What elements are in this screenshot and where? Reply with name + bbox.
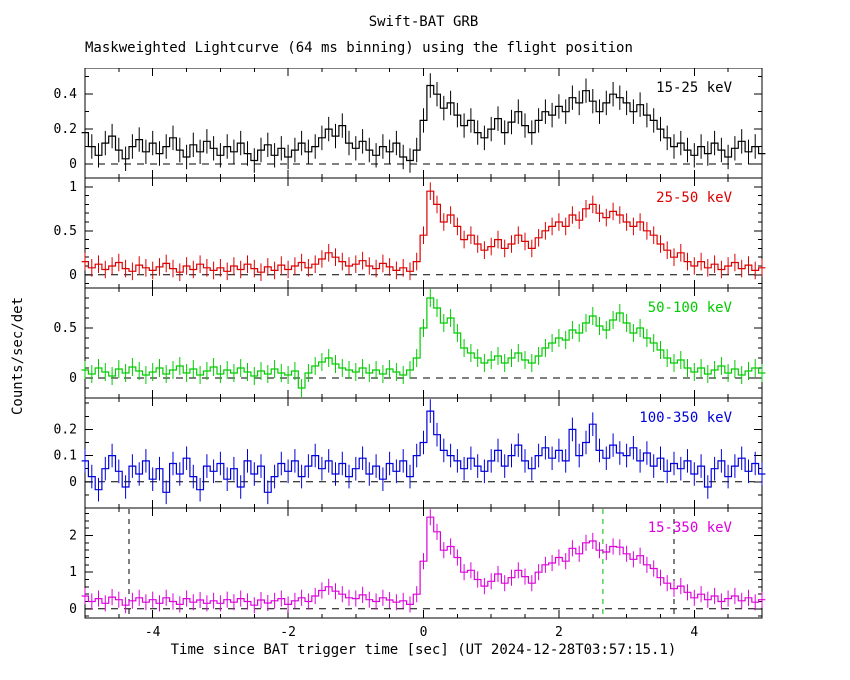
y-tick-label: 0.4: [54, 87, 78, 102]
lightcurve-step: [81, 516, 766, 606]
axis-ticks: [85, 398, 762, 508]
x-tick-label: 2: [555, 625, 563, 640]
panel-15-25-kev: 15-25 keV 0 0.2 0.4: [54, 68, 766, 179]
y-tick-label: 2: [69, 529, 77, 544]
x-tick-label: -4: [145, 625, 161, 640]
lightcurve-step: [81, 190, 766, 273]
y-tick-label: 0.2: [54, 422, 77, 437]
lightcurve-step: [81, 84, 766, 162]
y-tick-label: 0: [69, 371, 77, 386]
x-tick-label: 4: [690, 625, 698, 640]
panel-25-50-kev: 25-50 keV 0 0.5 1: [54, 177, 766, 289]
y-tick-label: 0.2: [54, 122, 77, 137]
y-tick-label: 0: [69, 157, 77, 172]
y-tick-label: 0: [69, 602, 77, 617]
panel-50-100-kev: 50-100 keV 0 0.5: [54, 287, 766, 399]
y-tick-label: 0.5: [54, 321, 77, 336]
band-label: 50-100 keV: [648, 300, 733, 316]
chart-title: Swift-BAT GRB: [368, 14, 479, 30]
y-tick-label: 0: [69, 268, 77, 283]
band-label: 100-350 keV: [639, 410, 732, 426]
axis-ticks: [85, 508, 762, 618]
x-axis-label: Time since BAT trigger time [sec] (UT 20…: [170, 642, 677, 658]
lightcurve-step: [81, 410, 766, 493]
y-tick-label: 1: [69, 180, 77, 195]
lightcurve-plot: 15-25 keV 0 0.2 0.4 25-50 keV 0 0.5 1 50-100 keV…: [54, 68, 766, 640]
x-tick-label: -2: [280, 625, 296, 640]
band-label: 15-350 keV: [648, 520, 733, 536]
chart-subtitle: Maskweighted Lightcurve (64 ms binning) …: [85, 40, 633, 56]
panel-15-350-kev: 15-350 keV 0 1 2: [69, 507, 766, 619]
lightcurve-step: [81, 297, 766, 389]
y-tick-label: 0.1: [54, 449, 77, 464]
x-tick-label: 0: [420, 625, 428, 640]
panel-100-350-kev: 100-350 keV 0 0.1 0.2: [54, 397, 766, 509]
axis-ticks: [85, 178, 762, 288]
axis-ticks: [85, 288, 762, 398]
band-label: 25-50 keV: [656, 190, 732, 206]
y-tick-label: 0.5: [54, 224, 77, 239]
y-tick-label: 1: [69, 565, 77, 580]
band-label: 15-25 keV: [656, 80, 732, 96]
y-tick-label: 0: [69, 475, 77, 490]
